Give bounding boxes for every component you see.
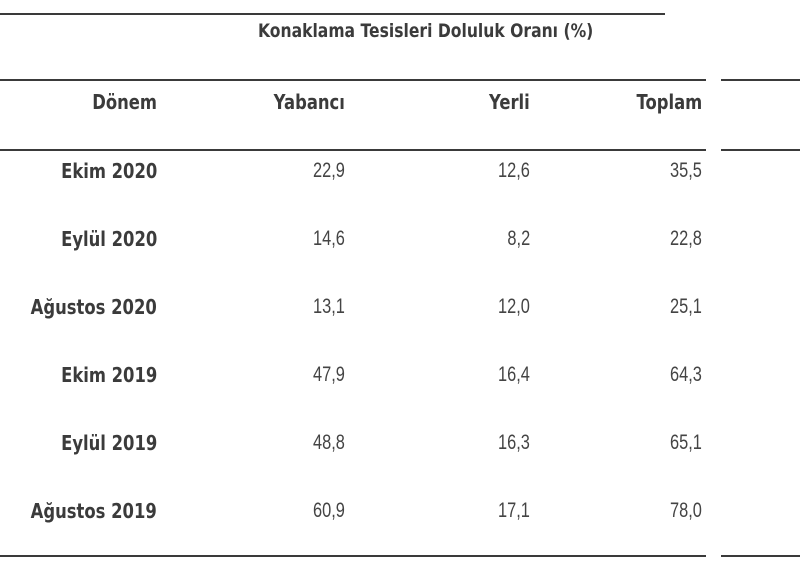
table-bottom-rule-right <box>721 555 800 557</box>
row-period: Ekim 2020 <box>60 159 157 183</box>
header-bottom-rule <box>0 149 706 151</box>
row-period: Ağustos 2020 <box>30 295 157 319</box>
row-toplam-value: 78,0 <box>670 499 702 522</box>
row-period: Eylül 2019 <box>60 431 157 455</box>
column-header-yabanci: Yabancı <box>273 90 345 114</box>
row-toplam-value: 25,1 <box>670 295 702 318</box>
row-toplam-value: 65,1 <box>670 431 702 454</box>
row-period: Ekim 2019 <box>60 363 157 387</box>
row-yerli-value: 17,1 <box>498 499 530 522</box>
row-yabanci-value: 60,9 <box>313 499 345 522</box>
table-title: Konaklama Tesisleri Doluluk Oranı (%) <box>258 20 594 42</box>
row-yerli-value: 8,2 <box>507 227 530 250</box>
row-toplam-value: 64,3 <box>670 363 702 386</box>
column-header-donem: Dönem <box>92 90 157 114</box>
row-yabanci-value: 13,1 <box>313 295 345 318</box>
row-yabanci-value: 22,9 <box>313 159 345 182</box>
row-period: Eylül 2020 <box>60 227 157 251</box>
row-yabanci-value: 14,6 <box>313 227 345 250</box>
row-yabanci-value: 47,9 <box>313 363 345 386</box>
row-yerli-value: 12,6 <box>498 159 530 182</box>
row-yerli-value: 16,3 <box>498 431 530 454</box>
row-period: Ağustos 2019 <box>30 499 157 523</box>
title-top-rule <box>0 13 665 15</box>
table-bottom-rule <box>0 555 706 557</box>
header-top-rule-right <box>721 79 800 81</box>
row-toplam-value: 35,5 <box>670 159 702 182</box>
row-yerli-value: 12,0 <box>498 295 530 318</box>
row-yabanci-value: 48,8 <box>313 431 345 454</box>
column-header-yerli: Yerli <box>489 90 530 114</box>
header-bottom-rule-right <box>721 149 800 151</box>
column-header-toplam: Toplam <box>636 90 702 114</box>
row-toplam-value: 22,8 <box>670 227 702 250</box>
header-top-rule <box>0 79 706 81</box>
row-yerli-value: 16,4 <box>498 363 530 386</box>
